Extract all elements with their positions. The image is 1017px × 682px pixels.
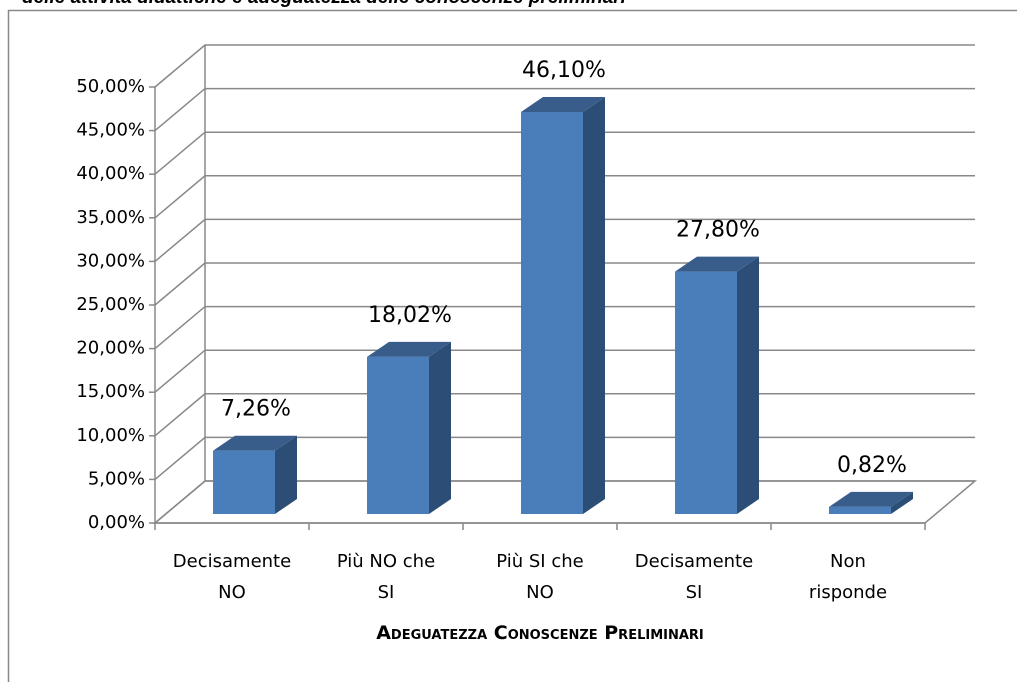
- bar: [521, 97, 605, 515]
- grid-line: [154, 44, 975, 88]
- bar: [367, 341, 451, 514]
- chart-title: delle attività didattiche e adeguatezza …: [22, 0, 626, 9]
- bar: [213, 435, 297, 514]
- y-tick-label: 20,00%: [76, 338, 145, 359]
- y-tick-label: 25,00%: [76, 294, 145, 315]
- bar: [829, 491, 913, 514]
- x-tick-label: Decisamente NO: [172, 551, 292, 603]
- x-tick-label: Più NO che SI: [336, 551, 436, 603]
- x-tick-label: Non risponde: [808, 551, 888, 603]
- bar-side: [429, 341, 451, 514]
- y-tick-label: 45,00%: [76, 120, 145, 141]
- data-label: 18,02%: [368, 303, 452, 328]
- bar-side: [275, 435, 297, 514]
- bar-side: [891, 491, 913, 514]
- bar-top: [675, 256, 759, 272]
- data-label: 0,82%: [837, 453, 907, 478]
- frame: [7, 9, 1017, 682]
- bar-front: [213, 450, 275, 514]
- bar-front: [367, 356, 429, 514]
- y-tick-label: 50,00%: [76, 76, 145, 97]
- y-tick-label: 35,00%: [76, 207, 145, 228]
- y-tick-label: 15,00%: [76, 381, 145, 402]
- bar-side: [583, 97, 605, 515]
- y-tick-label: 0,00%: [88, 512, 145, 533]
- y-tick-label: 40,00%: [76, 163, 145, 184]
- data-label: 46,10%: [522, 58, 606, 83]
- y-tick-label: 10,00%: [76, 425, 145, 446]
- y-tick-label: 30,00%: [76, 250, 145, 271]
- grid-line: [154, 175, 975, 219]
- x-tick-label: Decisamente SI: [634, 551, 754, 603]
- bar-side: [737, 256, 759, 514]
- bar-top: [367, 341, 451, 357]
- bar-top: [829, 491, 913, 507]
- bar-front: [829, 506, 891, 514]
- bar-front: [521, 112, 583, 515]
- bar-front: [675, 271, 737, 514]
- bar-top: [521, 97, 605, 113]
- y-tick-label: 5,00%: [88, 468, 145, 489]
- grid-line: [154, 131, 975, 175]
- bar-top: [213, 435, 297, 451]
- x-axis-title: Adeguatezza Conoscenze Preliminari: [376, 622, 704, 644]
- x-tick-label: Più SI che NO: [496, 551, 584, 603]
- data-label: 27,80%: [676, 218, 760, 243]
- data-label: 7,26%: [221, 397, 291, 422]
- grid-line: [154, 218, 975, 262]
- bar: [675, 256, 759, 514]
- grid-line: [154, 87, 975, 132]
